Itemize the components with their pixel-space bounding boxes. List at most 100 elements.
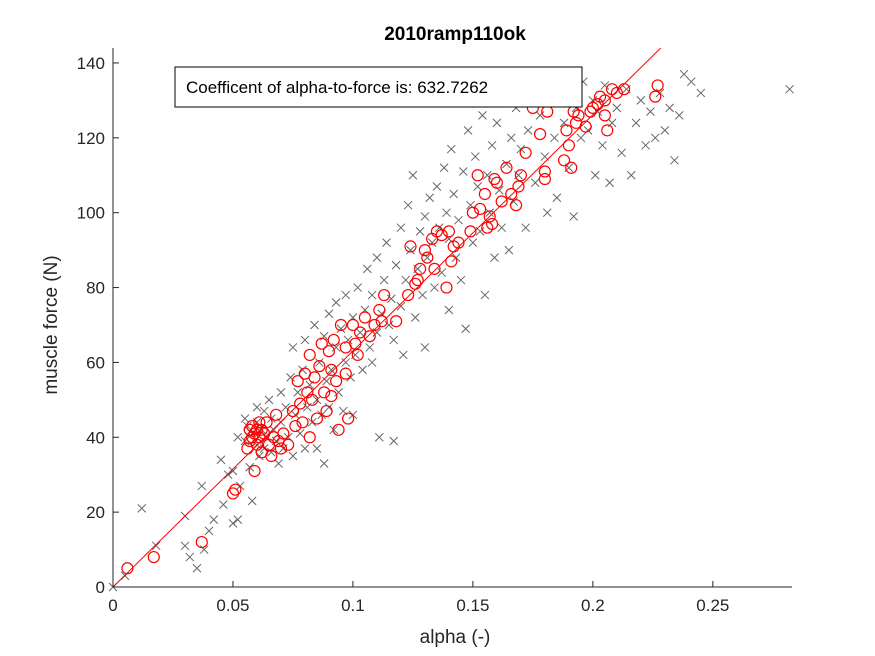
cross-marker: [233, 515, 243, 524]
circle-marker: [533, 127, 547, 141]
cross-marker: [550, 133, 559, 143]
cross-marker: [389, 335, 399, 345]
y-tick-label: 120: [77, 129, 105, 148]
y-tick-label: 20: [86, 503, 105, 522]
circle-marker: [308, 371, 321, 384]
circle-marker: [404, 240, 417, 253]
cross-marker: [223, 470, 233, 480]
cross-marker: [458, 167, 468, 176]
cross-marker: [487, 140, 497, 150]
cross-marker: [331, 298, 341, 307]
cross-marker: [199, 545, 209, 554]
circle-marker: [303, 348, 316, 362]
cross-marker: [319, 331, 329, 341]
cross-marker: [372, 253, 382, 262]
cross-marker: [401, 275, 411, 285]
cross-marker: [485, 208, 495, 218]
cross-marker: [494, 185, 504, 195]
cross-marker: [209, 515, 219, 524]
cross-marker: [785, 84, 794, 94]
cross-marker: [420, 212, 430, 221]
annotation-box: [174, 66, 583, 108]
cross-marker: [646, 107, 655, 116]
circle-marker: [332, 423, 345, 436]
cross-marker: [605, 178, 615, 188]
circle-marker: [322, 345, 336, 358]
circle-marker: [500, 161, 513, 174]
cross-marker: [252, 402, 262, 412]
cross-marker: [185, 552, 195, 562]
cross-marker: [219, 500, 228, 510]
x-tick-label: 0.05: [216, 596, 249, 615]
cross-marker: [650, 133, 660, 143]
y-tick-label: 100: [77, 204, 105, 223]
circle-marker: [560, 124, 573, 137]
cross-marker: [427, 238, 437, 247]
cross-marker: [600, 81, 610, 90]
circle-marker: [368, 318, 381, 332]
circle-marker: [327, 333, 340, 347]
x-tick-label: 0.15: [456, 596, 489, 615]
cross-marker: [406, 245, 415, 255]
cross-marker: [396, 301, 406, 311]
circle-marker: [505, 187, 518, 201]
circle-marker: [373, 303, 386, 317]
chart-title: 2010ramp110ok: [384, 24, 526, 45]
circle-marker: [428, 262, 441, 275]
circle-marker: [346, 318, 360, 332]
circle-marker: [277, 427, 290, 440]
cross-marker: [216, 455, 226, 465]
annotation-text: Coefficent of alpha-to-force is: 632.726…: [186, 78, 488, 97]
cross-marker: [456, 275, 466, 285]
circle-marker: [598, 94, 611, 107]
x-tick-label: 0.2: [581, 596, 605, 615]
circle-marker: [411, 273, 424, 287]
circle-marker: [315, 337, 328, 350]
cross-marker: [312, 395, 322, 405]
cross-marker: [686, 77, 696, 87]
circle-marker: [452, 236, 465, 249]
circle-marker: [557, 154, 571, 167]
circle-marker: [651, 79, 664, 92]
cross-marker: [322, 376, 331, 386]
cross-marker: [660, 125, 670, 135]
circle-marker: [402, 288, 415, 302]
circle-marker: [313, 360, 326, 373]
circle-marker: [390, 315, 403, 328]
fit-line: [112, 47, 662, 588]
cross-marker: [442, 208, 451, 218]
circle-marker: [488, 172, 501, 186]
cross-marker: [353, 283, 363, 292]
circle-marker: [512, 180, 525, 193]
cross-marker: [329, 425, 339, 435]
cross-marker: [631, 118, 641, 128]
circle-marker: [310, 412, 324, 425]
cross-marker: [403, 200, 413, 210]
circle-marker: [195, 535, 208, 549]
circle-marker: [598, 109, 611, 122]
cross-marker: [478, 111, 487, 120]
cross-marker: [374, 432, 384, 442]
cross-marker: [137, 504, 147, 513]
circle-marker: [296, 416, 309, 429]
circle-marker: [121, 562, 134, 575]
cross-marker: [180, 541, 190, 551]
cross-marker: [341, 290, 351, 300]
circle-marker: [270, 408, 283, 421]
cross-marker: [641, 140, 650, 150]
circle-marker: [440, 281, 453, 294]
cross-marker: [466, 200, 475, 210]
cross-marker: [439, 163, 449, 173]
circle-marker: [490, 176, 503, 189]
cross-marker: [398, 350, 408, 360]
cross-marker-series: [108, 69, 794, 592]
cross-marker: [415, 227, 425, 236]
circle-marker: [330, 375, 343, 388]
cross-marker: [228, 466, 238, 476]
cross-marker: [362, 264, 372, 274]
circle-marker: [325, 363, 338, 377]
cross-marker: [319, 459, 329, 468]
cross-marker: [274, 459, 283, 468]
cross-marker: [204, 526, 214, 536]
cross-marker: [636, 96, 646, 105]
